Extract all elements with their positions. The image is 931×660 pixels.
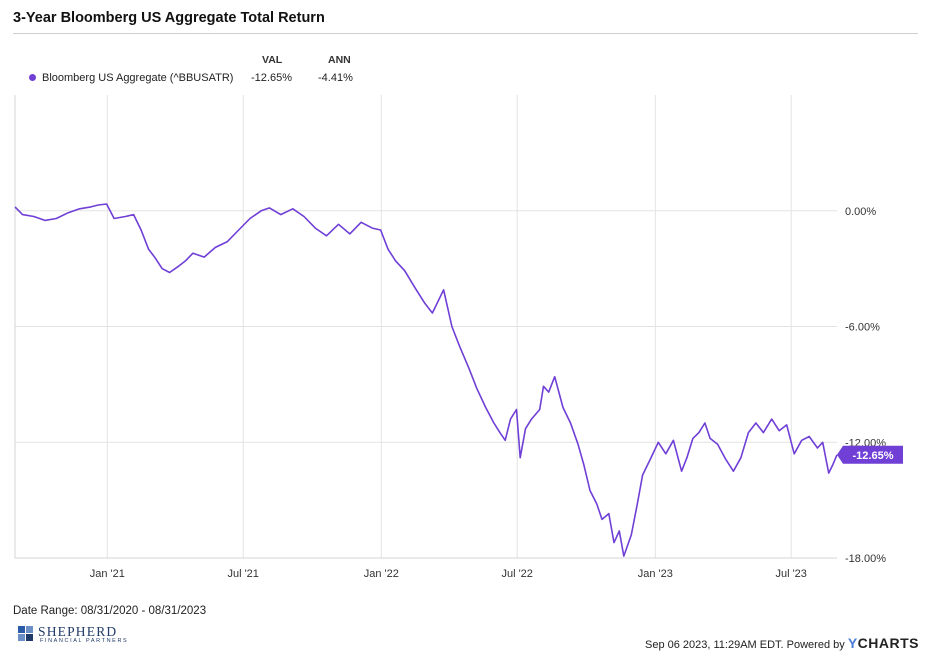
shepherd-logo-mark-icon bbox=[18, 626, 33, 641]
series-line bbox=[14, 203, 838, 557]
title-divider bbox=[13, 33, 918, 34]
legend-series-val: -12.65% bbox=[251, 72, 292, 84]
ycharts-logo-y: Y bbox=[847, 635, 858, 651]
x-tick-label: Jul '23 bbox=[775, 568, 806, 580]
x-tick-label: Jul '21 bbox=[227, 568, 258, 580]
footer-attribution: Sep 06 2023, 11:29AM EDT. Powered by YCH… bbox=[645, 635, 919, 651]
logo-wordmark: SHEPHERD bbox=[38, 624, 118, 639]
timestamp: Sep 06 2023, 11:29AM EDT. bbox=[644, 639, 784, 651]
legend-series-ann: -4.41% bbox=[318, 72, 353, 84]
y-tick-label: -18.00% bbox=[845, 553, 886, 565]
date-range: Date Range: 08/31/2020 - 08/31/2023 bbox=[13, 605, 207, 617]
legend-header-ann: ANN bbox=[328, 54, 351, 66]
ycharts-logo-text: CHARTS bbox=[857, 635, 919, 651]
ycharts-logo[interactable]: YCHARTS bbox=[848, 635, 919, 651]
logo-subtitle: FINANCIAL PARTNERS bbox=[40, 638, 129, 644]
powered-by: Powered by bbox=[786, 639, 845, 651]
legend-series-dot bbox=[29, 74, 36, 81]
shepherd-logo: SHEPHERD FINANCIAL PARTNERS bbox=[18, 624, 158, 646]
end-value-tag bbox=[837, 445, 903, 464]
end-value-label: -12.65% bbox=[853, 450, 894, 462]
chart-plot: 0.00%-6.00%-12.00%-18.00%Jan '21 Jul '21 J… bbox=[14, 95, 903, 580]
y-tick-label: -6.00% bbox=[845, 322, 880, 334]
legend-series-label[interactable]: Bloomberg US Aggregate (^BBUSATR) bbox=[42, 72, 234, 84]
chart-title: 3-Year Bloomberg US Aggregate Total Retu… bbox=[13, 10, 325, 26]
x-tick-label: Jan '22 bbox=[364, 568, 399, 580]
legend: VAL ANN Bloomberg US Aggregate (^BBUSATR… bbox=[0, 50, 931, 90]
x-tick-label: Jan '23 bbox=[638, 568, 673, 580]
y-tick-label: 0.00% bbox=[845, 206, 876, 218]
x-tick-label: Jan '21 bbox=[90, 568, 125, 580]
x-tick-label: Jul '22 bbox=[501, 568, 532, 580]
legend-header-val: VAL bbox=[262, 54, 283, 66]
